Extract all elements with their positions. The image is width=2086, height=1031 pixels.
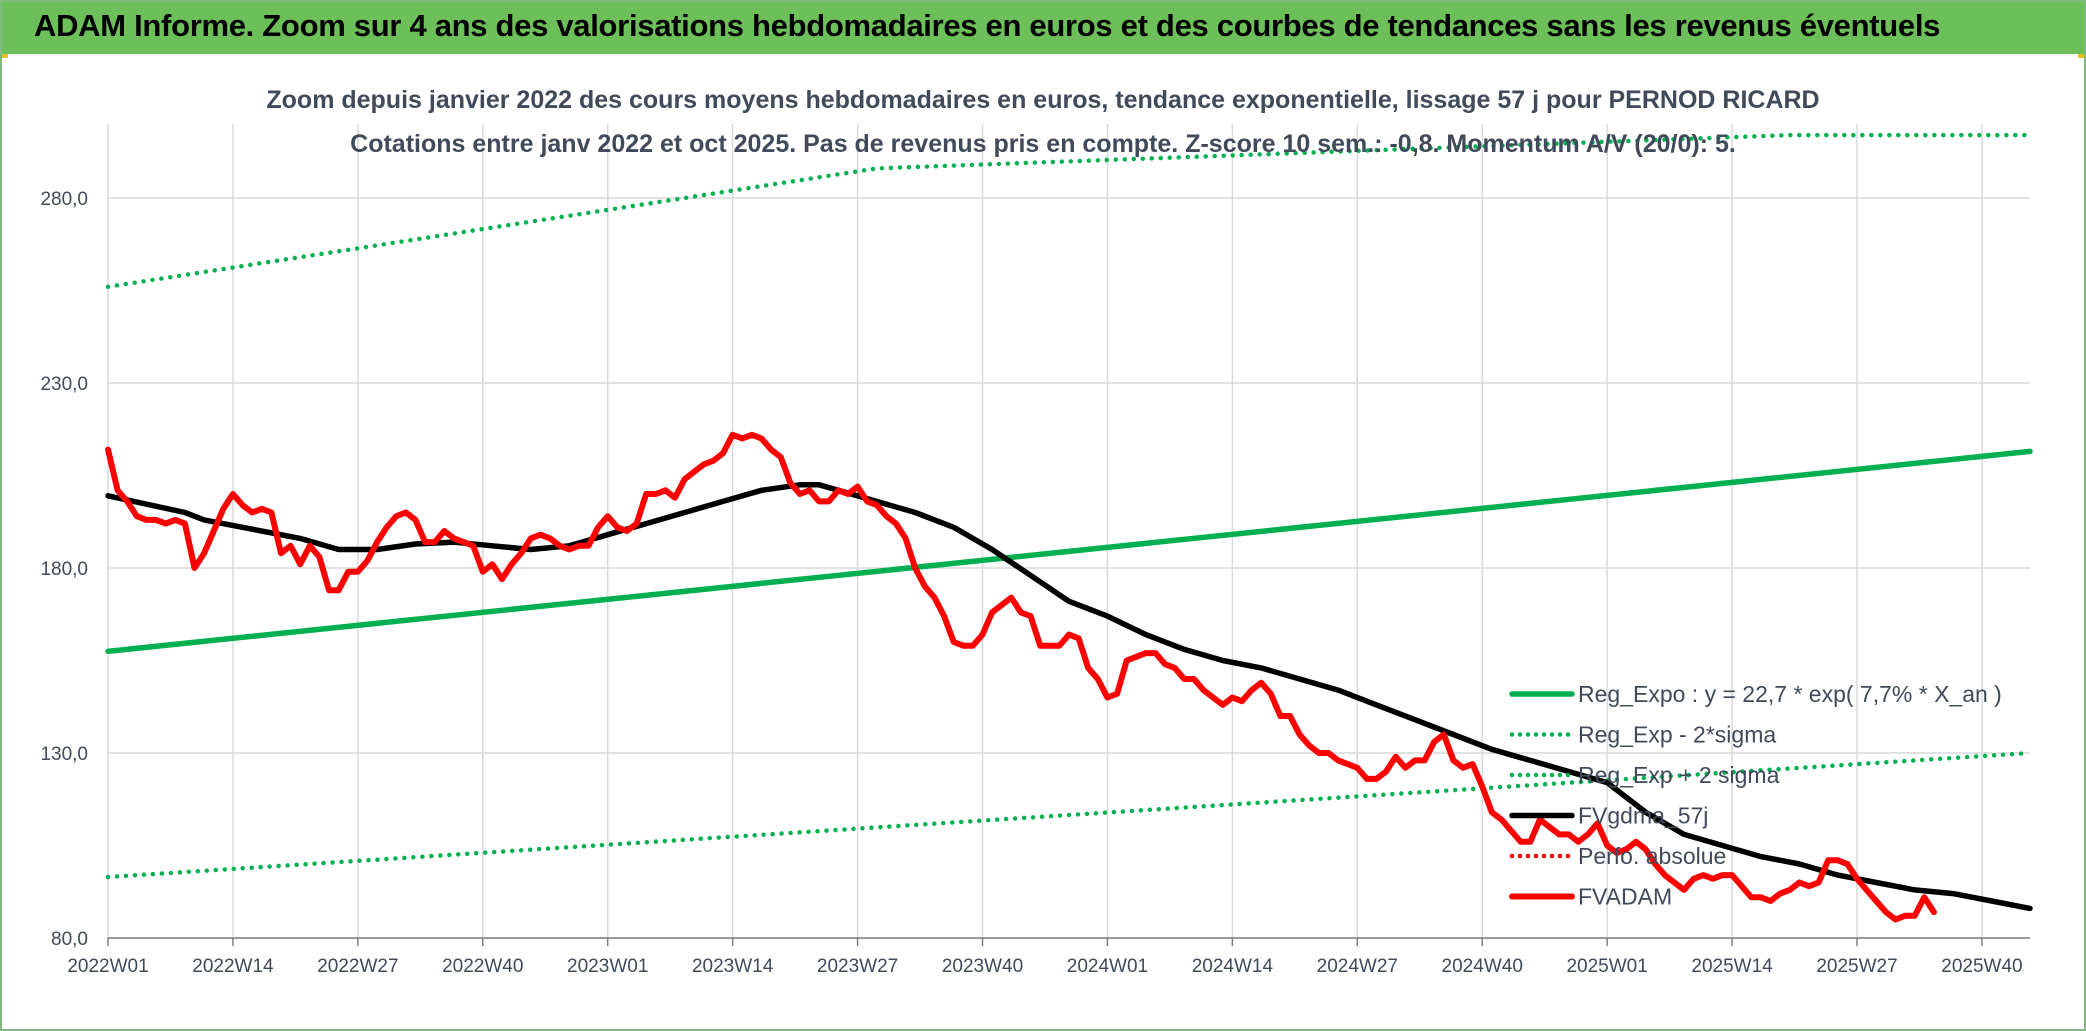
x-tick-label: 2023W27 <box>817 956 898 977</box>
legend-label: Reg_Exp + 2 sigma <box>1578 762 1780 788</box>
chart-series <box>105 132 2033 923</box>
y-tick-label: 230,0 <box>40 374 88 395</box>
legend-label: Reg_Expo : y = 22,7 * exp( 7,7% * X_an ) <box>1578 681 2002 707</box>
x-tick-label: 2025W27 <box>1816 956 1897 977</box>
chart-axes: 80,0 130,0 180,0 230,0 280,0 2022W01 2022W14 20… <box>40 189 2030 977</box>
x-tick-label: 2024W01 <box>1067 956 1148 977</box>
x-tick-label: 2022W01 <box>67 956 148 977</box>
x-tick-label: 2024W14 <box>1192 956 1274 977</box>
legend-label: Perfo. absolue <box>1578 843 1726 869</box>
x-tick-label: 2025W14 <box>1691 956 1773 977</box>
x-tick-label: 2024W27 <box>1317 956 1398 977</box>
legend-label: FVADAM <box>1578 884 1672 910</box>
legend-label: FVgdma_57j <box>1578 803 1708 829</box>
chart-title: Zoom depuis janvier 2022 des cours moyen… <box>266 86 1819 114</box>
chart-legend: Reg_Expo : y = 22,7 * exp( 7,7% * X_an )… <box>1509 681 2002 910</box>
x-tick-label: 2022W27 <box>317 956 398 977</box>
x-tick-label: 2025W01 <box>1566 956 1647 977</box>
report-title: ADAM Informe. Zoom sur 4 ans des valoris… <box>34 8 1941 43</box>
x-tick-label: 2022W14 <box>192 956 274 977</box>
chart-subtitle: Cotations entre janv 2022 et oct 2025. P… <box>350 130 1736 158</box>
series-line-1 <box>105 750 2033 880</box>
y-tick-label: 180,0 <box>40 559 88 580</box>
x-tick-label: 2023W40 <box>942 956 1023 977</box>
y-tick-label: 280,0 <box>40 189 88 210</box>
series-line-0 <box>105 448 2033 655</box>
frame-corner-right <box>2078 54 2084 58</box>
x-tick-label: 2022W40 <box>442 956 523 977</box>
title-bar: ADAM Informe. Zoom sur 4 ans des valoris… <box>2 2 2084 54</box>
legend-label: Reg_Exp - 2*sigma <box>1578 722 1776 748</box>
series-line-2 <box>105 132 2033 290</box>
frame-corner-left <box>2 54 8 58</box>
x-tick-label: 2023W14 <box>692 956 774 977</box>
y-tick-label: 80,0 <box>51 929 88 950</box>
y-tick-label: 130,0 <box>40 744 88 765</box>
series-line-5 <box>105 431 1937 923</box>
x-tick-label: 2025W40 <box>1941 956 2022 977</box>
x-tick-label: 2024W40 <box>1442 956 1523 977</box>
x-tick-label: 2023W01 <box>567 956 648 977</box>
